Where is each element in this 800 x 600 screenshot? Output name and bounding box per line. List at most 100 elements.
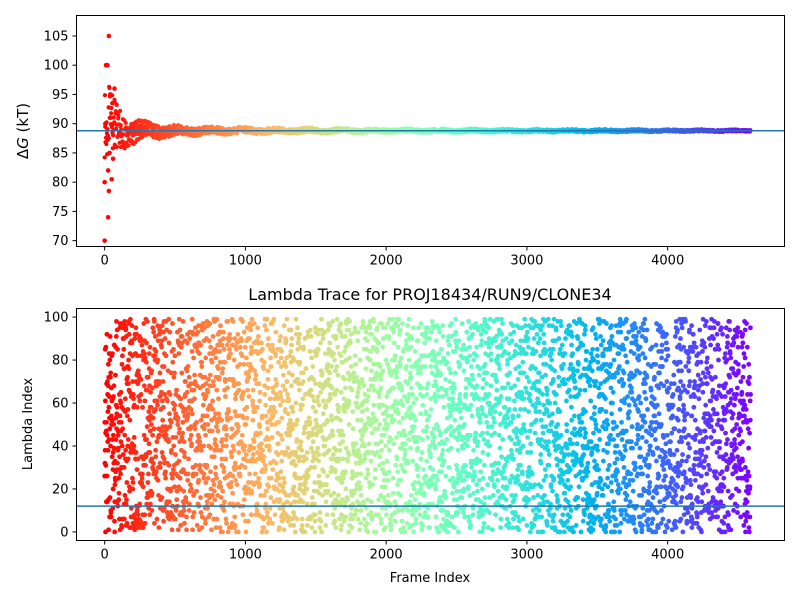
lambda-point (155, 477, 161, 483)
lambda-point (474, 353, 480, 359)
lambda-point (173, 452, 178, 457)
lambda-point (255, 325, 261, 331)
lambda-point (211, 454, 217, 460)
lambda-point (287, 432, 293, 438)
lambda-point (185, 340, 190, 346)
lambda-point (268, 364, 274, 369)
lambda-point (292, 529, 298, 535)
lambda-point (394, 407, 400, 412)
lambda-point (289, 342, 294, 348)
lambda-point (377, 422, 383, 427)
lambda-point (256, 475, 262, 481)
lambda-point (458, 415, 464, 421)
lambda-point (329, 417, 335, 423)
lambda-point (254, 404, 260, 410)
lambda-point (435, 424, 440, 430)
lambda-point (295, 376, 301, 382)
lambda-point (130, 392, 136, 397)
lambda-point (230, 443, 236, 449)
lambda-point (224, 342, 230, 348)
lambda-point (224, 520, 229, 526)
lambda-point (236, 381, 242, 387)
lambda-point (320, 336, 326, 341)
lambda-point (412, 497, 418, 503)
lambda-point (151, 426, 157, 432)
lambda-point (433, 486, 439, 492)
lambda-point (279, 458, 285, 464)
delta-g-y-tick-label: 75 (52, 205, 69, 220)
lambda-point (470, 512, 476, 518)
lambda-point (194, 419, 200, 425)
lambda-point (177, 327, 183, 333)
lambda-point (243, 452, 249, 457)
lambda-point (250, 387, 256, 393)
lambda-point (411, 400, 417, 406)
lambda-point (378, 439, 384, 445)
lambda-point (298, 439, 304, 445)
lambda-point (408, 445, 413, 451)
lambda-point (446, 465, 452, 470)
lambda-point (454, 344, 460, 350)
lambda-point (394, 456, 400, 462)
lambda-point (342, 334, 348, 339)
lambda-point (192, 372, 197, 378)
lambda-point (207, 321, 213, 326)
lambda-point (302, 529, 308, 535)
lambda-point (330, 318, 336, 324)
lambda-point (296, 340, 301, 346)
lambda-point (297, 454, 303, 460)
lambda-point (280, 484, 286, 490)
lambda-point (303, 366, 309, 372)
lambda-point (112, 482, 118, 488)
lambda-point (413, 396, 419, 402)
delta-g-point (111, 115, 116, 120)
lambda-point (433, 338, 439, 344)
lambda-point (235, 331, 241, 337)
lambda-point (122, 492, 128, 498)
lambda-point (221, 346, 227, 352)
lambda-point (424, 385, 429, 391)
lambda-point (355, 338, 361, 344)
lambda-point (264, 316, 270, 322)
lambda-point (146, 351, 152, 357)
lambda-point (324, 482, 329, 488)
lambda-point (444, 359, 450, 365)
lambda-point (142, 398, 148, 404)
lambda-point (115, 432, 121, 438)
lambda-point (427, 336, 432, 341)
lambda-point (297, 359, 303, 365)
lambda-point (226, 409, 232, 415)
lambda-point (135, 368, 141, 374)
lambda-point (414, 439, 419, 445)
lambda-point (273, 392, 279, 397)
lambda-point (395, 344, 401, 350)
delta-g-point (230, 131, 235, 136)
lambda-point (176, 458, 182, 464)
lambda-point (254, 508, 260, 513)
lambda-point (184, 389, 190, 395)
lambda-point (351, 370, 357, 376)
lambda-point (213, 424, 219, 430)
lambda-point (139, 471, 145, 477)
lambda-point (124, 413, 130, 419)
lambda-point (112, 518, 117, 524)
lambda-point (220, 529, 225, 535)
lambda-point (121, 346, 127, 352)
lambda-point (440, 323, 446, 329)
lambda-point (216, 411, 222, 417)
lambda-point (228, 351, 233, 357)
lambda-point (210, 492, 215, 498)
lambda-point (103, 344, 109, 350)
lambda-point (201, 443, 207, 449)
lambda-point (318, 340, 323, 346)
lambda-point (260, 346, 265, 352)
lambda-point (114, 404, 120, 410)
lambda-point (159, 398, 165, 404)
lambda-point (390, 490, 396, 496)
lambda-point (218, 484, 224, 490)
lambda-point (355, 329, 361, 335)
lambda-point (289, 372, 295, 378)
lambda-point (419, 450, 425, 455)
lambda-point (118, 439, 124, 445)
